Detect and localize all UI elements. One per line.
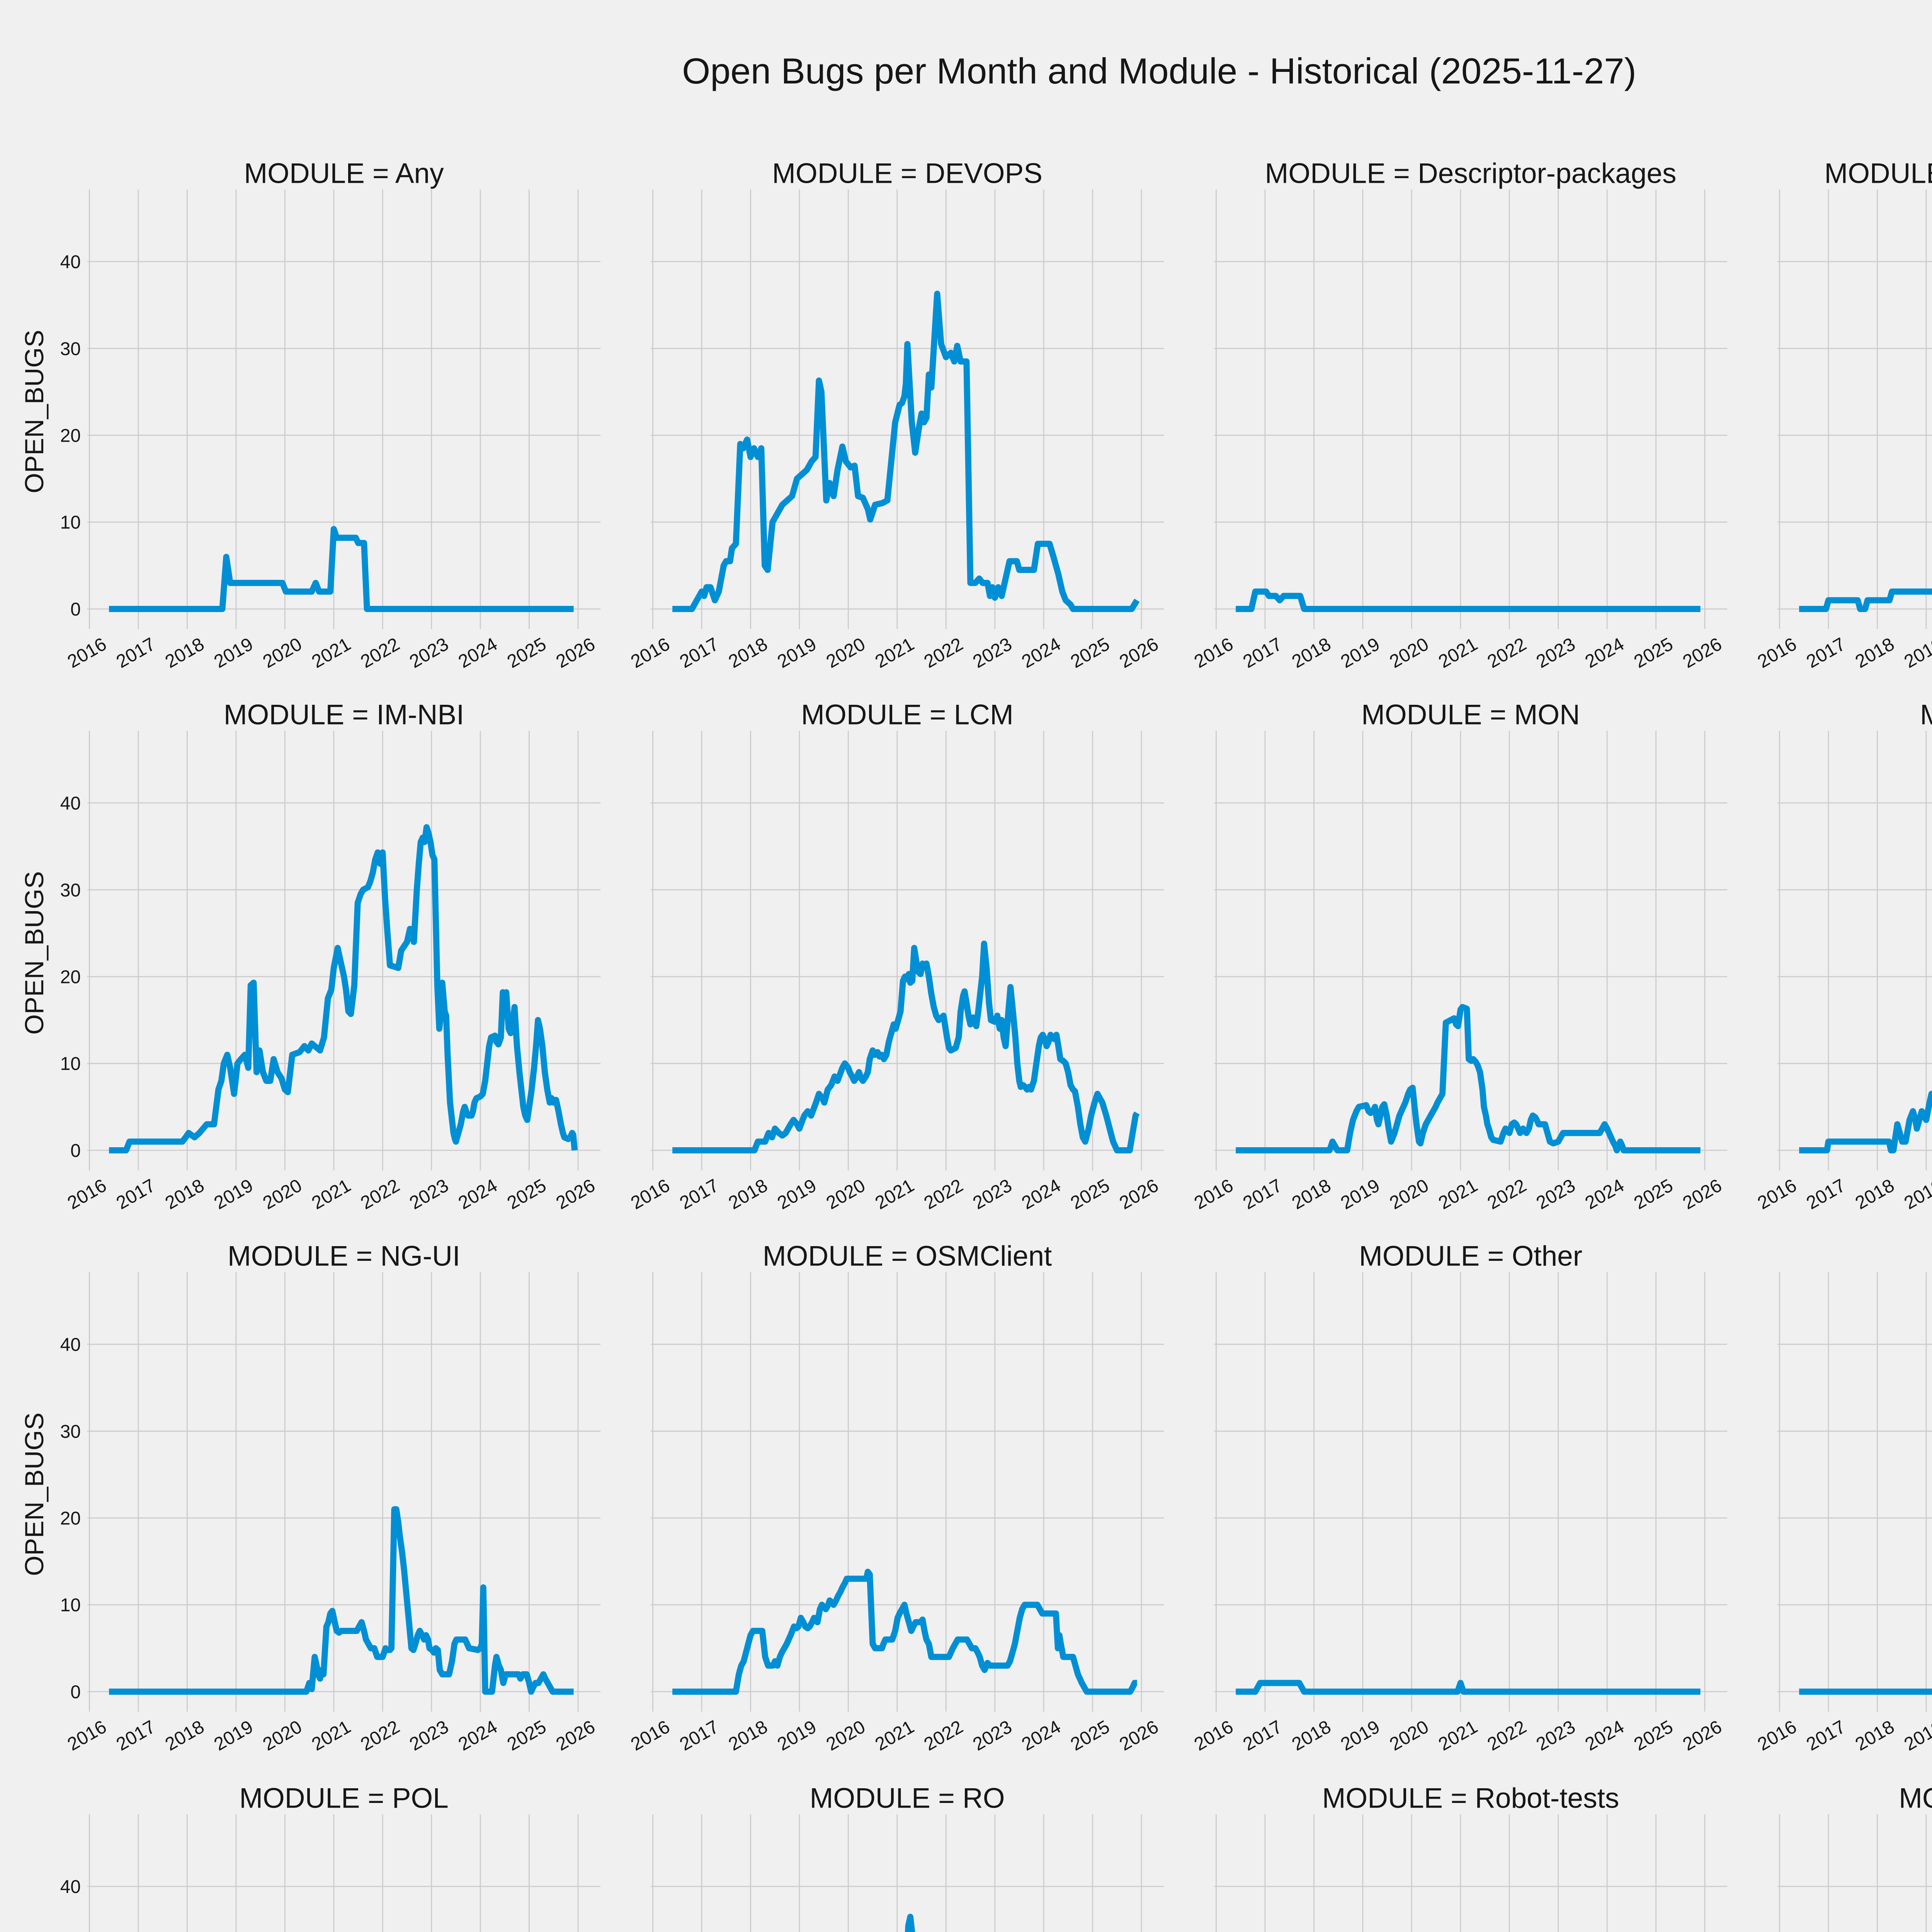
svg-text:20: 20 xyxy=(60,967,81,988)
svg-text:MODULE = Robot-tests: MODULE = Robot-tests xyxy=(1322,1783,1619,1814)
svg-text:10: 10 xyxy=(60,1595,81,1616)
svg-text:MODULE = MON: MODULE = MON xyxy=(1361,699,1580,731)
svg-text:MODULE = N2VC: MODULE = N2VC xyxy=(1920,699,1932,731)
svg-text:0: 0 xyxy=(70,1682,81,1702)
svg-text:OPEN_BUGS: OPEN_BUGS xyxy=(20,871,49,1034)
svg-text:30: 30 xyxy=(60,880,81,901)
svg-text:MODULE = LCM: MODULE = LCM xyxy=(801,699,1014,731)
svg-text:0: 0 xyxy=(70,599,81,620)
svg-text:MODULE = Documentation / Wiki: MODULE = Documentation / Wiki xyxy=(1824,158,1932,189)
svg-text:MODULE = PLA: MODULE = PLA xyxy=(1931,1241,1932,1272)
svg-text:MODULE = Other: MODULE = Other xyxy=(1359,1241,1582,1272)
svg-text:30: 30 xyxy=(60,339,81,359)
svg-text:30: 30 xyxy=(60,1422,81,1442)
svg-text:MODULE = Unknown: MODULE = Unknown xyxy=(1899,1783,1932,1814)
svg-text:40: 40 xyxy=(60,1335,81,1355)
svg-text:OPEN_BUGS: OPEN_BUGS xyxy=(20,1412,49,1576)
svg-text:20: 20 xyxy=(60,426,81,446)
svg-text:Open Bugs per Month and Module: Open Bugs per Month and Module - Histori… xyxy=(682,51,1636,91)
svg-text:MODULE = OSMClient: MODULE = OSMClient xyxy=(763,1241,1052,1272)
svg-text:40: 40 xyxy=(60,252,81,272)
svg-text:MODULE = DEVOPS: MODULE = DEVOPS xyxy=(772,158,1043,189)
svg-text:MODULE = NG-UI: MODULE = NG-UI xyxy=(228,1241,460,1272)
svg-text:MODULE = POL: MODULE = POL xyxy=(239,1783,449,1814)
svg-text:MODULE = Any: MODULE = Any xyxy=(244,158,444,189)
svg-text:40: 40 xyxy=(60,1877,81,1897)
svg-text:20: 20 xyxy=(60,1509,81,1529)
svg-text:40: 40 xyxy=(60,793,81,814)
svg-text:MODULE = RO: MODULE = RO xyxy=(810,1783,1005,1814)
svg-text:MODULE = IM-NBI: MODULE = IM-NBI xyxy=(224,699,464,731)
svg-text:OPEN_BUGS: OPEN_BUGS xyxy=(20,330,49,493)
svg-text:10: 10 xyxy=(60,512,81,533)
svg-text:0: 0 xyxy=(70,1141,81,1161)
svg-text:10: 10 xyxy=(60,1054,81,1074)
svg-text:MODULE = Descriptor-packages: MODULE = Descriptor-packages xyxy=(1265,158,1677,189)
